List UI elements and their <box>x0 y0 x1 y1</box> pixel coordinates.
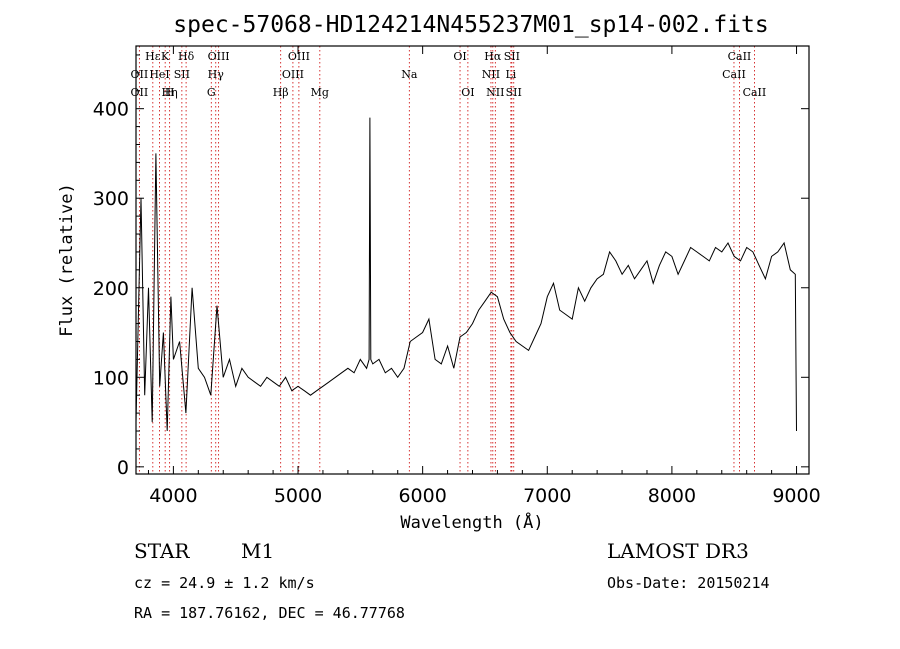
line-label: Hα <box>484 50 502 63</box>
coordinates: RA = 187.76162, DEC = 46.77768 <box>134 604 405 622</box>
line-label: CaII <box>728 50 752 63</box>
line-label: OIII <box>288 50 310 63</box>
line-label: OI <box>453 50 466 63</box>
line-label: Hβ <box>273 86 289 99</box>
y-tick-label: 300 <box>93 188 129 210</box>
x-axis-label: Wavelength (Å) <box>400 511 543 533</box>
line-label: H <box>165 86 175 99</box>
line-label: OIII <box>208 50 230 63</box>
y-tick-label: 100 <box>93 367 129 389</box>
line-label: OII <box>131 68 149 81</box>
line-label: K <box>161 50 170 63</box>
observation-date: Obs-Date: 20150214 <box>607 574 770 592</box>
x-tick-label: 8000 <box>648 485 696 507</box>
redshift-value: cz = 24.9 ± 1.2 km/s <box>134 574 315 592</box>
x-tick-label: 9000 <box>772 485 820 507</box>
line-label: SII <box>506 86 522 99</box>
x-tick-label: 5000 <box>274 485 322 507</box>
y-axis-ticks: 0 100 200 300 400 <box>93 54 809 479</box>
line-label: OII <box>131 86 149 99</box>
spectrum-line <box>136 117 797 432</box>
line-label: Na <box>401 68 418 81</box>
line-label: CaII <box>722 68 746 81</box>
line-label: Hε <box>145 50 161 63</box>
spectrum-series <box>136 117 797 432</box>
line-label: NII <box>486 86 504 99</box>
x-tick-label: 4000 <box>149 485 197 507</box>
line-label: SII <box>174 68 190 81</box>
emission-line-labels: OII OII Hε HeI K HηH SII Hδ G Hγ OIII Hβ OIII OIII Mg N… <box>131 50 767 99</box>
line-label: OI <box>461 86 474 99</box>
object-subclass: M1 <box>241 539 274 563</box>
line-label: CaII <box>743 86 767 99</box>
y-axis-label: Flux (relative) <box>57 183 77 337</box>
line-label: G <box>207 86 216 99</box>
line-label: Hδ <box>178 50 195 63</box>
object-class: STAR <box>134 539 190 563</box>
chart-title: spec-57068-HD124214N455237M01_sp14-002.f… <box>173 12 768 38</box>
y-tick-label: 0 <box>117 457 129 479</box>
line-label: HeI <box>149 68 169 81</box>
x-tick-label: 6000 <box>398 485 446 507</box>
x-axis-ticks: 4000 5000 6000 7000 8000 9000 <box>147 46 821 507</box>
line-label: OIII <box>282 68 304 81</box>
line-label: SII <box>504 50 520 63</box>
line-label: NII <box>482 68 500 81</box>
y-tick-label: 200 <box>93 278 129 300</box>
survey-name: LAMOST DR3 <box>607 539 749 563</box>
y-tick-label: 400 <box>93 99 129 121</box>
line-label: Mg <box>311 86 329 99</box>
line-label: Li <box>505 68 516 81</box>
x-tick-label: 7000 <box>523 485 571 507</box>
line-label: Hγ <box>208 68 225 81</box>
line-label: Hη <box>162 86 178 99</box>
